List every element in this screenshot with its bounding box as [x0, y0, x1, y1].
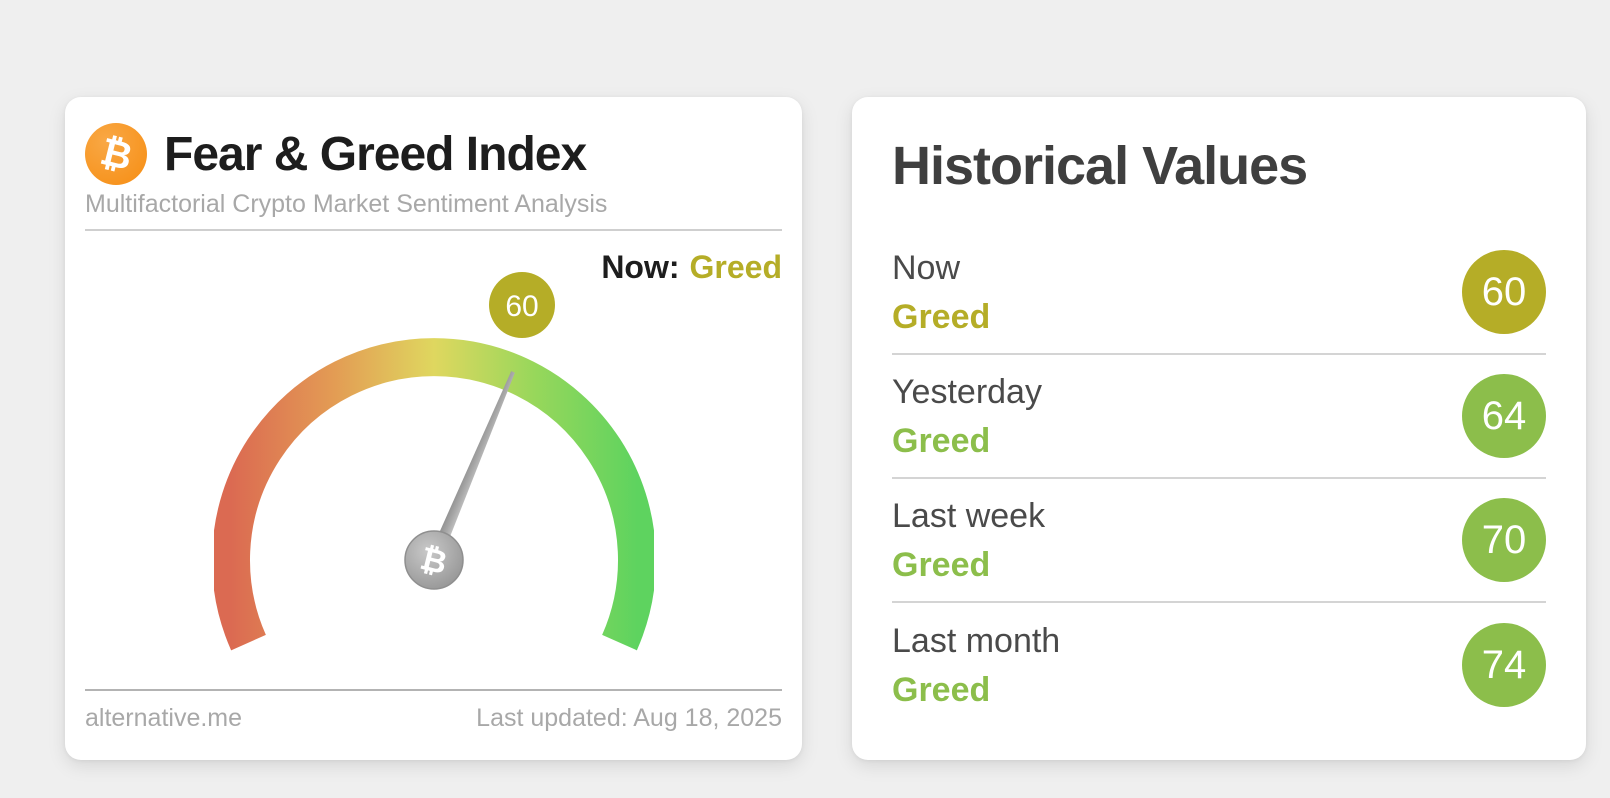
- header-divider: [85, 229, 782, 231]
- gauge-value-text: 60: [505, 290, 538, 323]
- history-row-value-badge: 64: [1462, 374, 1546, 458]
- fear-greed-card: ₿ Fear & Greed Index Multifactorial Cryp…: [65, 97, 802, 760]
- fear-greed-gauge: ₿ 60: [213, 272, 654, 651]
- history-row-classification: Greed: [892, 297, 991, 336]
- historical-values-card: Historical Values Now Greed 60 Yesterday…: [852, 97, 1586, 760]
- historical-rows: Now Greed 60 Yesterday Greed 64 Last wee…: [892, 231, 1546, 727]
- history-row-value-badge: 60: [1462, 250, 1546, 334]
- history-row-last-month: Last month Greed 74: [892, 603, 1546, 727]
- source-link[interactable]: alternative.me: [85, 704, 243, 732]
- history-row-label: Now: [892, 248, 961, 287]
- gauge-value-badge: [488, 272, 555, 338]
- card-footer: alternative.me Last updated: Aug 18, 202…: [85, 689, 782, 733]
- history-row-classification: Greed: [892, 670, 991, 709]
- page-title: Fear & Greed Index: [164, 127, 587, 181]
- history-row-yesterday: Yesterday Greed 64: [892, 355, 1546, 479]
- history-row-label: Last week: [892, 496, 1046, 535]
- gauge-hub: [403, 530, 464, 590]
- gauge-needle: [424, 371, 515, 570]
- history-row-label: Yesterday: [892, 372, 1042, 411]
- subtitle: Multifactorial Crypto Market Sentiment A…: [85, 190, 608, 218]
- now-label: Now:: [601, 249, 680, 285]
- gauge-chart-area: Now: Greed: [85, 231, 782, 689]
- history-row-label: Last month: [892, 621, 1061, 660]
- now-classification-line: Now: Greed: [601, 249, 782, 286]
- history-row-now: Now Greed 60: [892, 231, 1546, 355]
- history-row-classification: Greed: [892, 545, 991, 584]
- history-row-value-badge: 70: [1462, 498, 1546, 582]
- bitcoin-glyph: ₿: [95, 128, 137, 179]
- history-row-value-badge: 74: [1462, 623, 1546, 707]
- last-updated-text: Last updated: Aug 18, 2025: [476, 704, 782, 732]
- bitcoin-icon: ₿: [85, 123, 147, 185]
- fear-greed-header: ₿ Fear & Greed Index: [85, 97, 782, 185]
- historical-values-title: Historical Values: [892, 136, 1308, 196]
- gauge-arc: [213, 338, 654, 651]
- now-classification-value: Greed: [689, 249, 782, 285]
- history-row-classification: Greed: [892, 421, 991, 460]
- history-row-last-week: Last week Greed 70: [892, 479, 1546, 603]
